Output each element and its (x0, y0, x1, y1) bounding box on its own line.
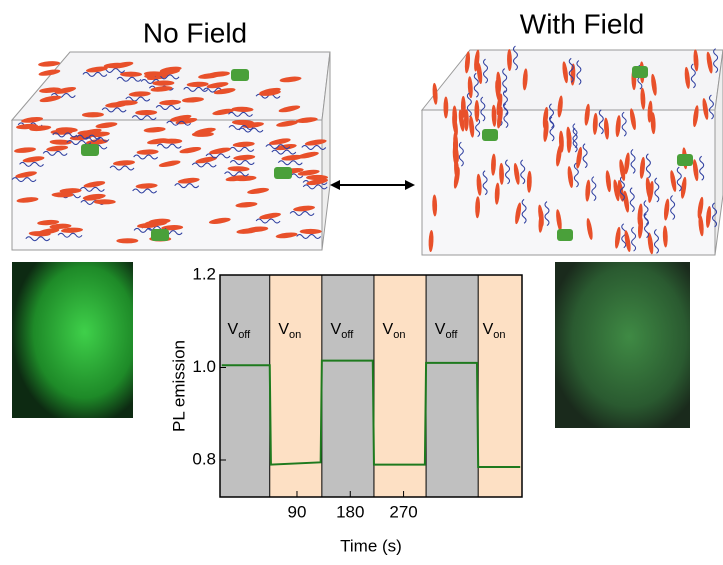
lc-molecule (443, 97, 448, 119)
x-tick-label: 180 (336, 502, 364, 521)
dye (482, 129, 498, 141)
lc-molecule (464, 109, 469, 131)
with-field-illustration (422, 46, 723, 255)
left-title: No Field (143, 17, 247, 48)
dye (632, 66, 648, 78)
dye (81, 144, 99, 156)
y-tick-label: 1.2 (192, 264, 216, 283)
photo-no-field (12, 262, 133, 418)
y-axis-label: PL emission (169, 340, 188, 432)
dye (274, 167, 292, 179)
lc-molecule (52, 192, 74, 197)
photo-with-field (555, 262, 690, 428)
arrow-head (330, 180, 340, 190)
y-tick-label: 0.8 (192, 449, 216, 468)
x-tick-label: 270 (389, 502, 417, 521)
dye (677, 154, 693, 166)
lc-molecule (94, 199, 116, 204)
no-field-illustration (12, 52, 330, 250)
x-tick-label: 90 (288, 502, 307, 521)
dye (151, 229, 169, 241)
region (322, 275, 374, 497)
dye (231, 69, 249, 81)
y-tick-label: 1.0 (192, 357, 216, 376)
arrow-head (405, 180, 415, 190)
right-title: With Field (520, 8, 644, 39)
page: {"panels": {"left_title": "No Field", "r… (0, 0, 723, 565)
dye (557, 229, 573, 241)
x-axis-label: Time (s) (340, 536, 402, 555)
figure: No Field With Field VoffVonVoffVonVoffVo… (0, 0, 723, 560)
region (220, 275, 270, 497)
lc-molecule (38, 60, 60, 67)
region (426, 275, 478, 497)
lc-molecule (300, 229, 322, 234)
region (478, 275, 522, 497)
